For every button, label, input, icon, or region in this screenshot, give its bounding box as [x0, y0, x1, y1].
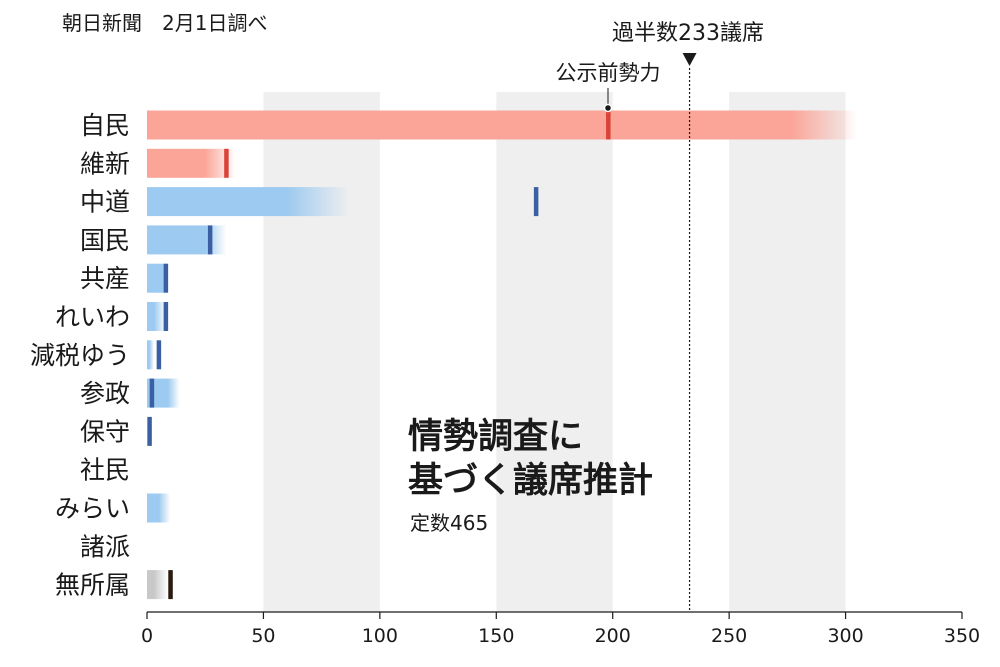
bar-estimate-range [147, 263, 166, 293]
x-tick-label: 100 [362, 625, 398, 647]
party-label: 自民 [80, 111, 130, 140]
pre-election-marker [156, 340, 162, 370]
pre-election-marker [168, 570, 173, 600]
party-label: 諸派 [80, 532, 130, 561]
pre-election-marker [163, 263, 169, 293]
x-tick-label: 0 [141, 625, 153, 647]
callout-dot [603, 103, 613, 113]
bar-estimate-range [147, 340, 154, 370]
x-tick-label: 50 [251, 625, 275, 647]
x-tick-label: 350 [944, 625, 980, 647]
party-label: 国民 [80, 226, 130, 255]
pre-election-marker [224, 148, 229, 178]
total-seats-label: 定数465 [410, 511, 488, 535]
party-label: 無所属 [55, 571, 130, 600]
grid-band [496, 92, 613, 612]
annotation-title-line2: 基づく議席推計 [408, 461, 653, 501]
annotation-title-line1: 情勢調査に [408, 417, 583, 457]
bar-estimate-range [147, 110, 858, 140]
pre-election-label: 公示前勢力 [556, 61, 661, 85]
x-tick-label: 300 [827, 625, 863, 647]
majority-label: 過半数233議席 [612, 21, 764, 46]
bar-estimate-range [147, 493, 171, 523]
x-tick-label: 250 [711, 625, 747, 647]
party-label: 減税ゆう [30, 341, 130, 370]
pre-election-marker [207, 225, 213, 255]
bar-estimate-range [147, 148, 236, 178]
source-label: 朝日新聞 2月1日調べ [62, 11, 267, 35]
bar-estimate-range [147, 570, 168, 600]
pre-election-marker [163, 302, 169, 331]
party-label: 中道 [80, 188, 130, 217]
party-label: 保守 [80, 417, 130, 446]
party-label: 社民 [80, 456, 130, 485]
pre-election-marker [149, 378, 155, 408]
pre-election-marker [533, 187, 539, 217]
x-tick-label: 150 [478, 625, 514, 647]
party-label: れいわ [55, 303, 130, 332]
grid-band [263, 92, 380, 612]
bar-estimate-range [147, 302, 166, 331]
bar-estimate-range [147, 225, 227, 255]
grid-band [729, 92, 846, 612]
bar-estimate-range [147, 187, 350, 217]
majority-triangle-icon [682, 53, 697, 66]
party-label: 維新 [80, 149, 130, 178]
party-label: みらい [55, 494, 130, 523]
pre-election-marker [606, 110, 611, 140]
party-label: 共産 [80, 264, 130, 293]
party-label: 参政 [80, 379, 130, 408]
pre-election-marker [147, 416, 152, 446]
x-tick-label: 200 [595, 625, 631, 647]
